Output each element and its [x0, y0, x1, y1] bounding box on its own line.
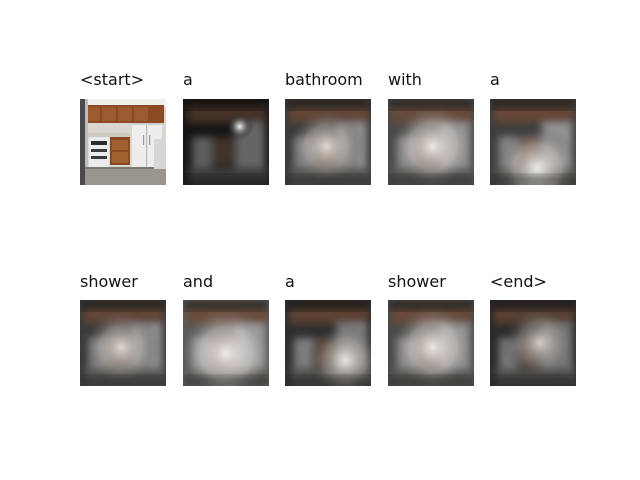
caption-token-label: a [490, 70, 500, 89]
source-photo-kitchen [80, 99, 166, 185]
attention-map-image [490, 300, 576, 386]
caption-token-label: a [285, 272, 295, 291]
attention-map-image [80, 300, 166, 386]
caption-token-label: shower [388, 272, 446, 291]
caption-token-label: and [183, 272, 214, 291]
attention-map-image [490, 99, 576, 185]
caption-token-label: bathroom [285, 70, 363, 89]
caption-token-label: a [183, 70, 193, 89]
attention-map-image [388, 99, 474, 185]
caption-token-label: with [388, 70, 422, 89]
attention-map-image [388, 300, 474, 386]
caption-token-label: shower [80, 272, 138, 291]
attention-map-image [183, 99, 269, 185]
attention-map-image [183, 300, 269, 386]
caption-token-label: <end> [490, 272, 547, 291]
attention-map-image [285, 300, 371, 386]
attention-map-image [285, 99, 371, 185]
caption-token-label: <start> [80, 70, 145, 89]
